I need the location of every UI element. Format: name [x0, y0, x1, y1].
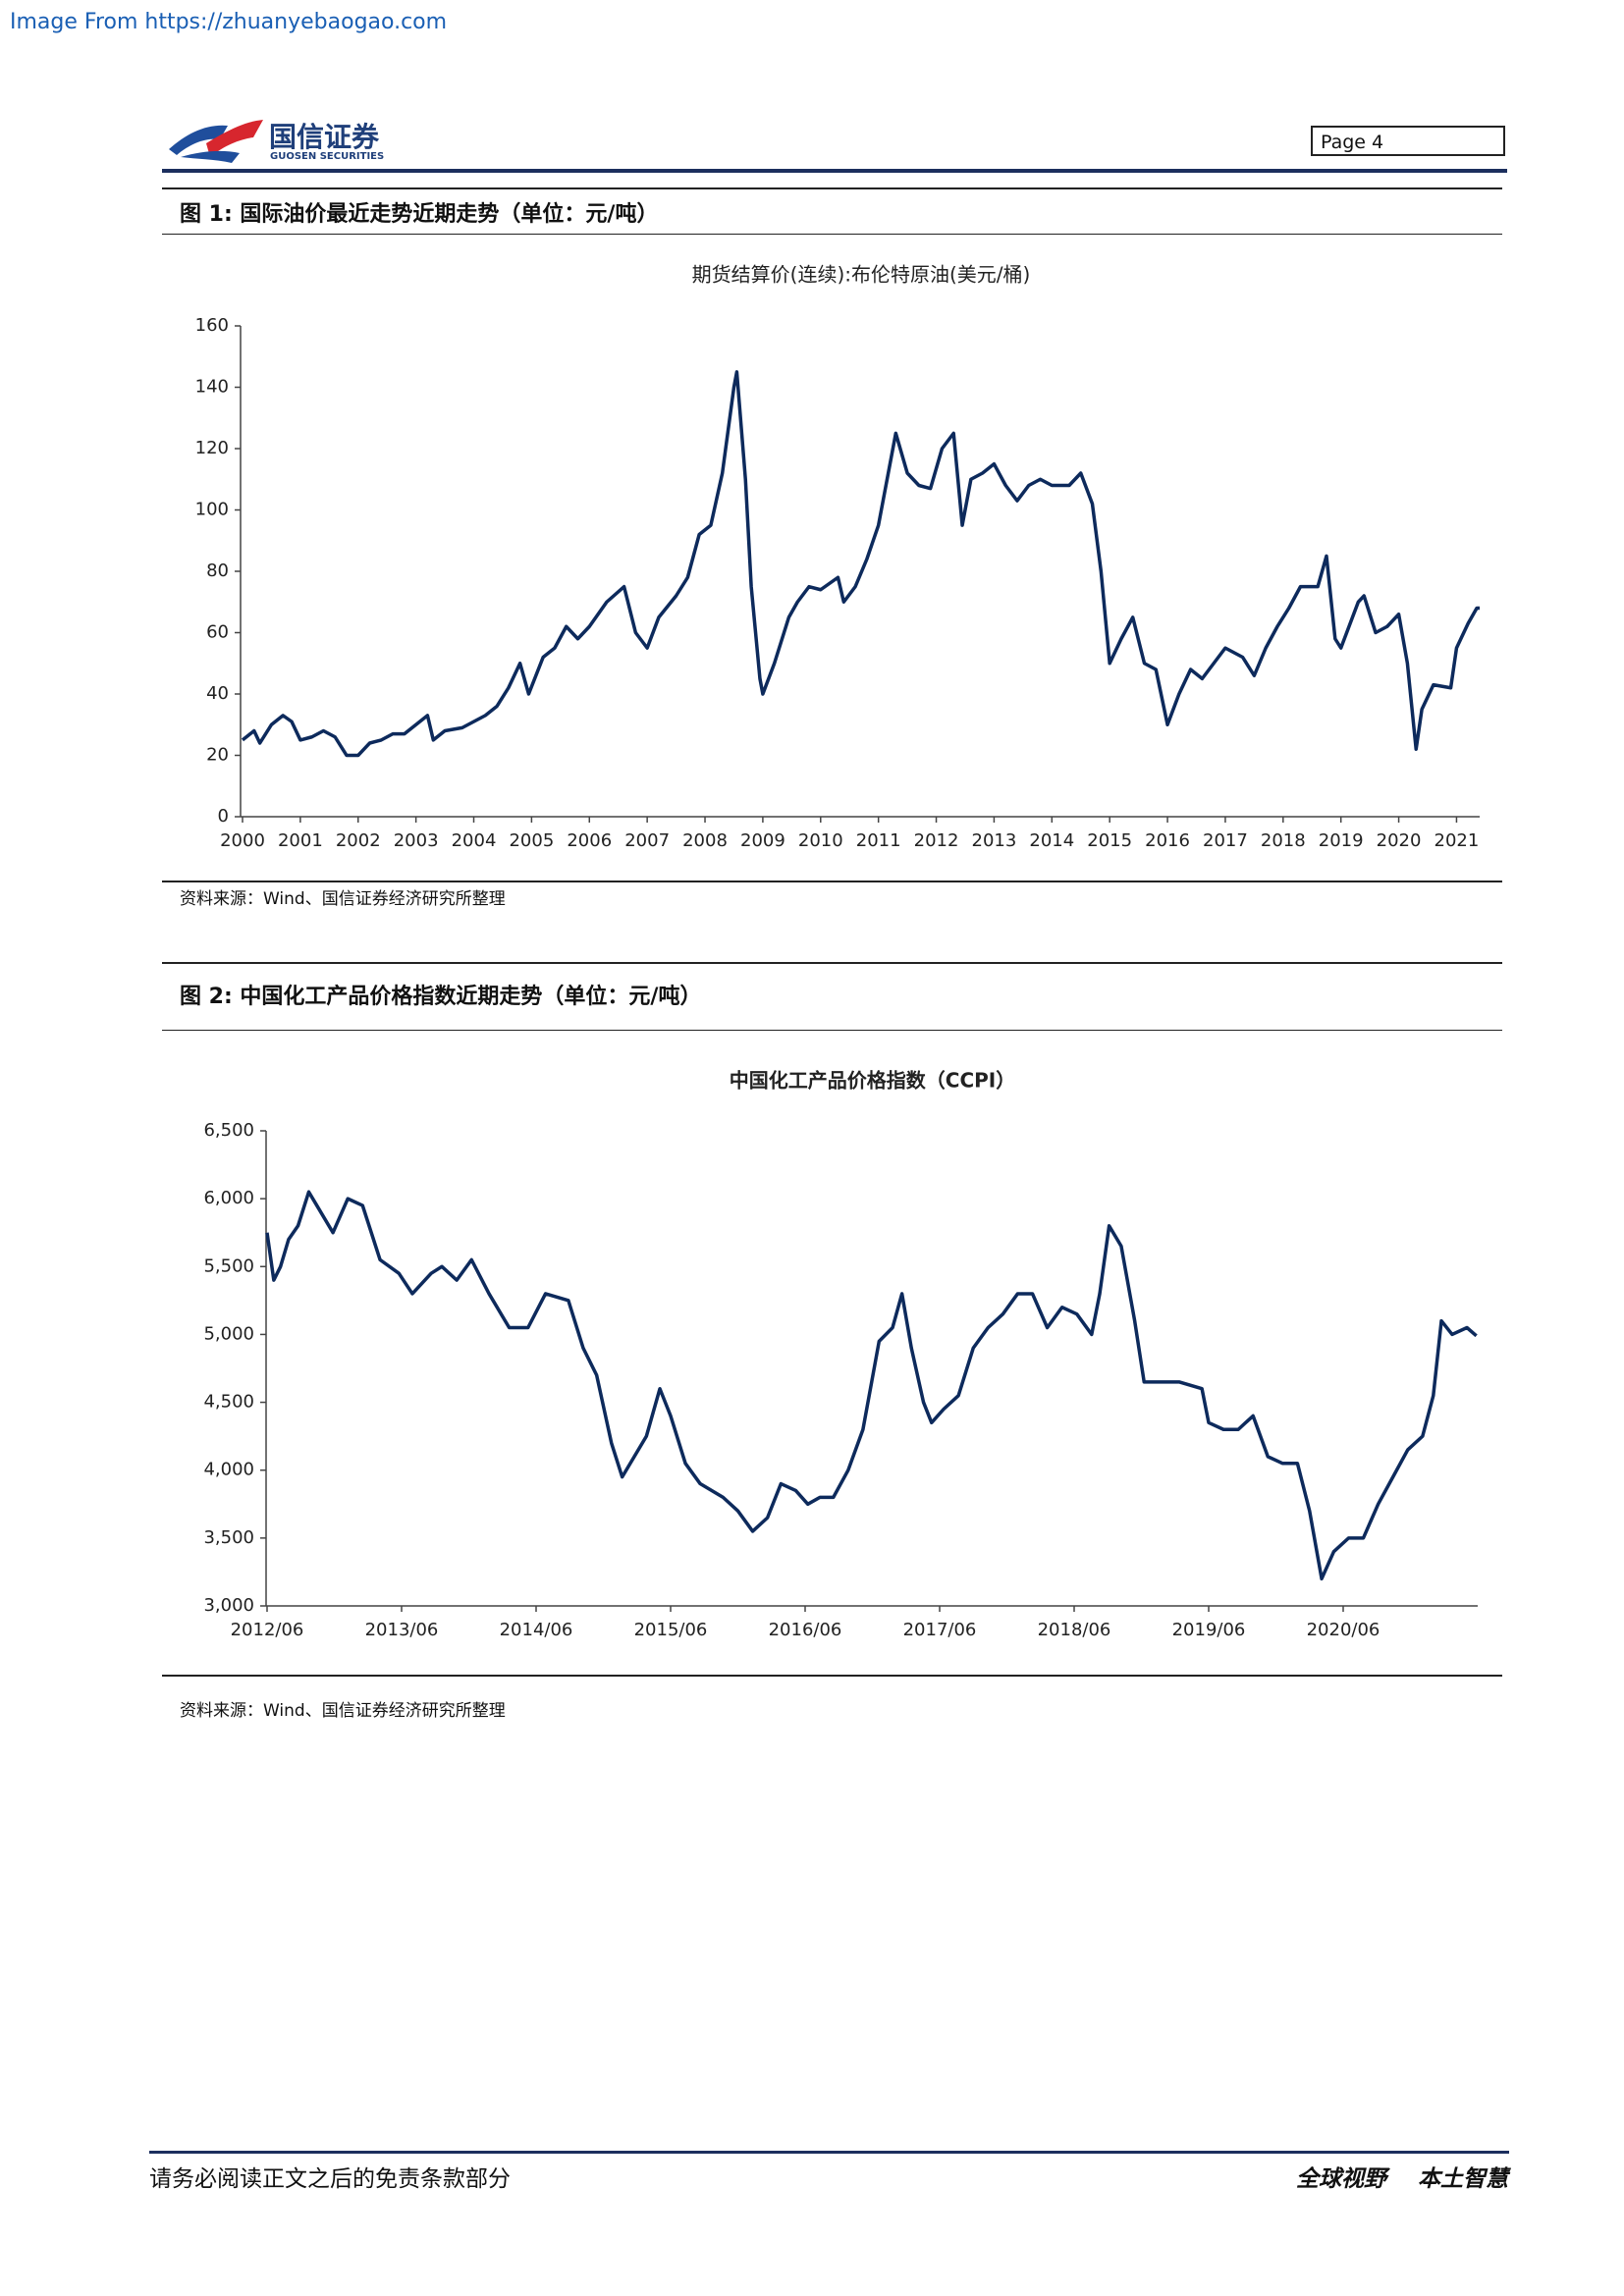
x-tick-label: 2003 — [394, 830, 439, 851]
x-tick-label: 2016 — [1145, 830, 1190, 851]
x-tick-label: 2005 — [509, 830, 554, 851]
y-tick-label: 4,000 — [203, 1460, 254, 1480]
source-note: 资料来源：Wind、国信证券经济研究所整理 — [180, 1701, 506, 1721]
x-tick-label: 2014/06 — [500, 1620, 573, 1640]
page-number: Page 4 — [1311, 126, 1505, 156]
x-tick-label: 2019/06 — [1172, 1620, 1246, 1640]
caption-rule — [162, 234, 1502, 235]
chart: 期货结算价(连续):布伦特原油(美元/桶) 0 20 40 60 80 100 120 140 1… — [195, 263, 1480, 851]
x-tick-label: 2019 — [1319, 830, 1364, 851]
x-tick-label: 2012/06 — [231, 1620, 304, 1640]
logo-mark — [169, 120, 263, 163]
x-tick-label: 2020/06 — [1307, 1620, 1380, 1640]
x-tick-label: 2007 — [624, 830, 670, 851]
y-tick-label: 4,500 — [203, 1392, 254, 1413]
caption-rule — [162, 187, 1502, 189]
x-tick-label: 2018 — [1261, 830, 1306, 851]
header-rule — [162, 169, 1507, 173]
caption-rule — [162, 962, 1502, 964]
footer-disclaimer: 请务必阅读正文之后的免责条款部分 — [149, 2166, 511, 2192]
x-tick-label: 2017 — [1203, 830, 1248, 851]
x-tick-label: 2012 — [914, 830, 959, 851]
y-tick-label: 0 — [218, 806, 229, 827]
x-tick-label: 2013/06 — [365, 1620, 439, 1640]
chart: 中国化工产品价格指数（CCPI） 3,000 3,500 4,000 4,500 5,00… — [203, 1069, 1478, 1640]
x-tick-label: 2006 — [567, 830, 612, 851]
y-tick-label: 6,000 — [203, 1188, 254, 1208]
x-tick-label: 2020 — [1377, 830, 1422, 851]
footer-slogan: 全球视野 本土智慧 — [1295, 2165, 1508, 2192]
y-tick-label: 60 — [206, 622, 229, 643]
y-tick-label: 5,500 — [203, 1255, 254, 1276]
y-tick-label: 80 — [206, 561, 229, 581]
x-tick-label: 2001 — [278, 830, 323, 851]
chart-title: 期货结算价(连续):布伦特原油(美元/桶) — [692, 263, 1031, 287]
x-tick-label: 2013 — [972, 830, 1017, 851]
logo-subtext: GUOSEN SECURITIES — [270, 151, 385, 162]
x-tick-label: 2017/06 — [903, 1620, 977, 1640]
y-tick-label: 40 — [206, 683, 229, 704]
data-line — [265, 1190, 1478, 1581]
y-tick-label: 160 — [195, 315, 229, 336]
source-note: 资料来源：Wind、国信证券经济研究所整理 — [180, 889, 506, 909]
x-tick-label: 2015 — [1087, 830, 1132, 851]
y-tick-label: 120 — [195, 438, 229, 458]
x-tick-label: 2000 — [220, 830, 265, 851]
figure-caption: 图 1: 国际油价最近走势近期走势（单位：元/吨） — [180, 202, 659, 227]
logo-text: 国信证券 — [269, 121, 380, 153]
x-tick-label: 2010 — [798, 830, 843, 851]
x-tick-label: 2008 — [682, 830, 728, 851]
figure-caption: 图 2: 中国化工产品价格指数近期走势（单位：元/吨） — [180, 985, 702, 1009]
chart-title: 中国化工产品价格指数（CCPI） — [730, 1069, 1015, 1093]
y-tick-label: 3,500 — [203, 1527, 254, 1548]
y-tick-label: 6,500 — [203, 1120, 254, 1141]
x-tick-label: 2021 — [1435, 830, 1480, 851]
x-tick-label: 2014 — [1029, 830, 1074, 851]
source-link[interactable]: Image From https://zhuanyebaogao.com — [10, 10, 448, 34]
x-tick-label: 2004 — [452, 830, 497, 851]
data-line — [241, 370, 1480, 758]
footer-rule — [149, 2151, 1509, 2154]
x-tick-label: 2015/06 — [634, 1620, 708, 1640]
x-tick-label: 2002 — [336, 830, 381, 851]
source-rule — [162, 881, 1502, 882]
caption-rule — [162, 1030, 1502, 1031]
x-tick-label: 2009 — [740, 830, 785, 851]
y-tick-label: 20 — [206, 745, 229, 766]
source-rule — [162, 1675, 1502, 1677]
x-tick-label: 2016/06 — [769, 1620, 842, 1640]
y-tick-label: 5,000 — [203, 1323, 254, 1344]
x-tick-label: 2018/06 — [1038, 1620, 1111, 1640]
x-tick-label: 2011 — [856, 830, 901, 851]
y-tick-label: 140 — [195, 377, 229, 398]
y-tick-label: 100 — [195, 500, 229, 520]
y-tick-label: 3,000 — [203, 1595, 254, 1616]
